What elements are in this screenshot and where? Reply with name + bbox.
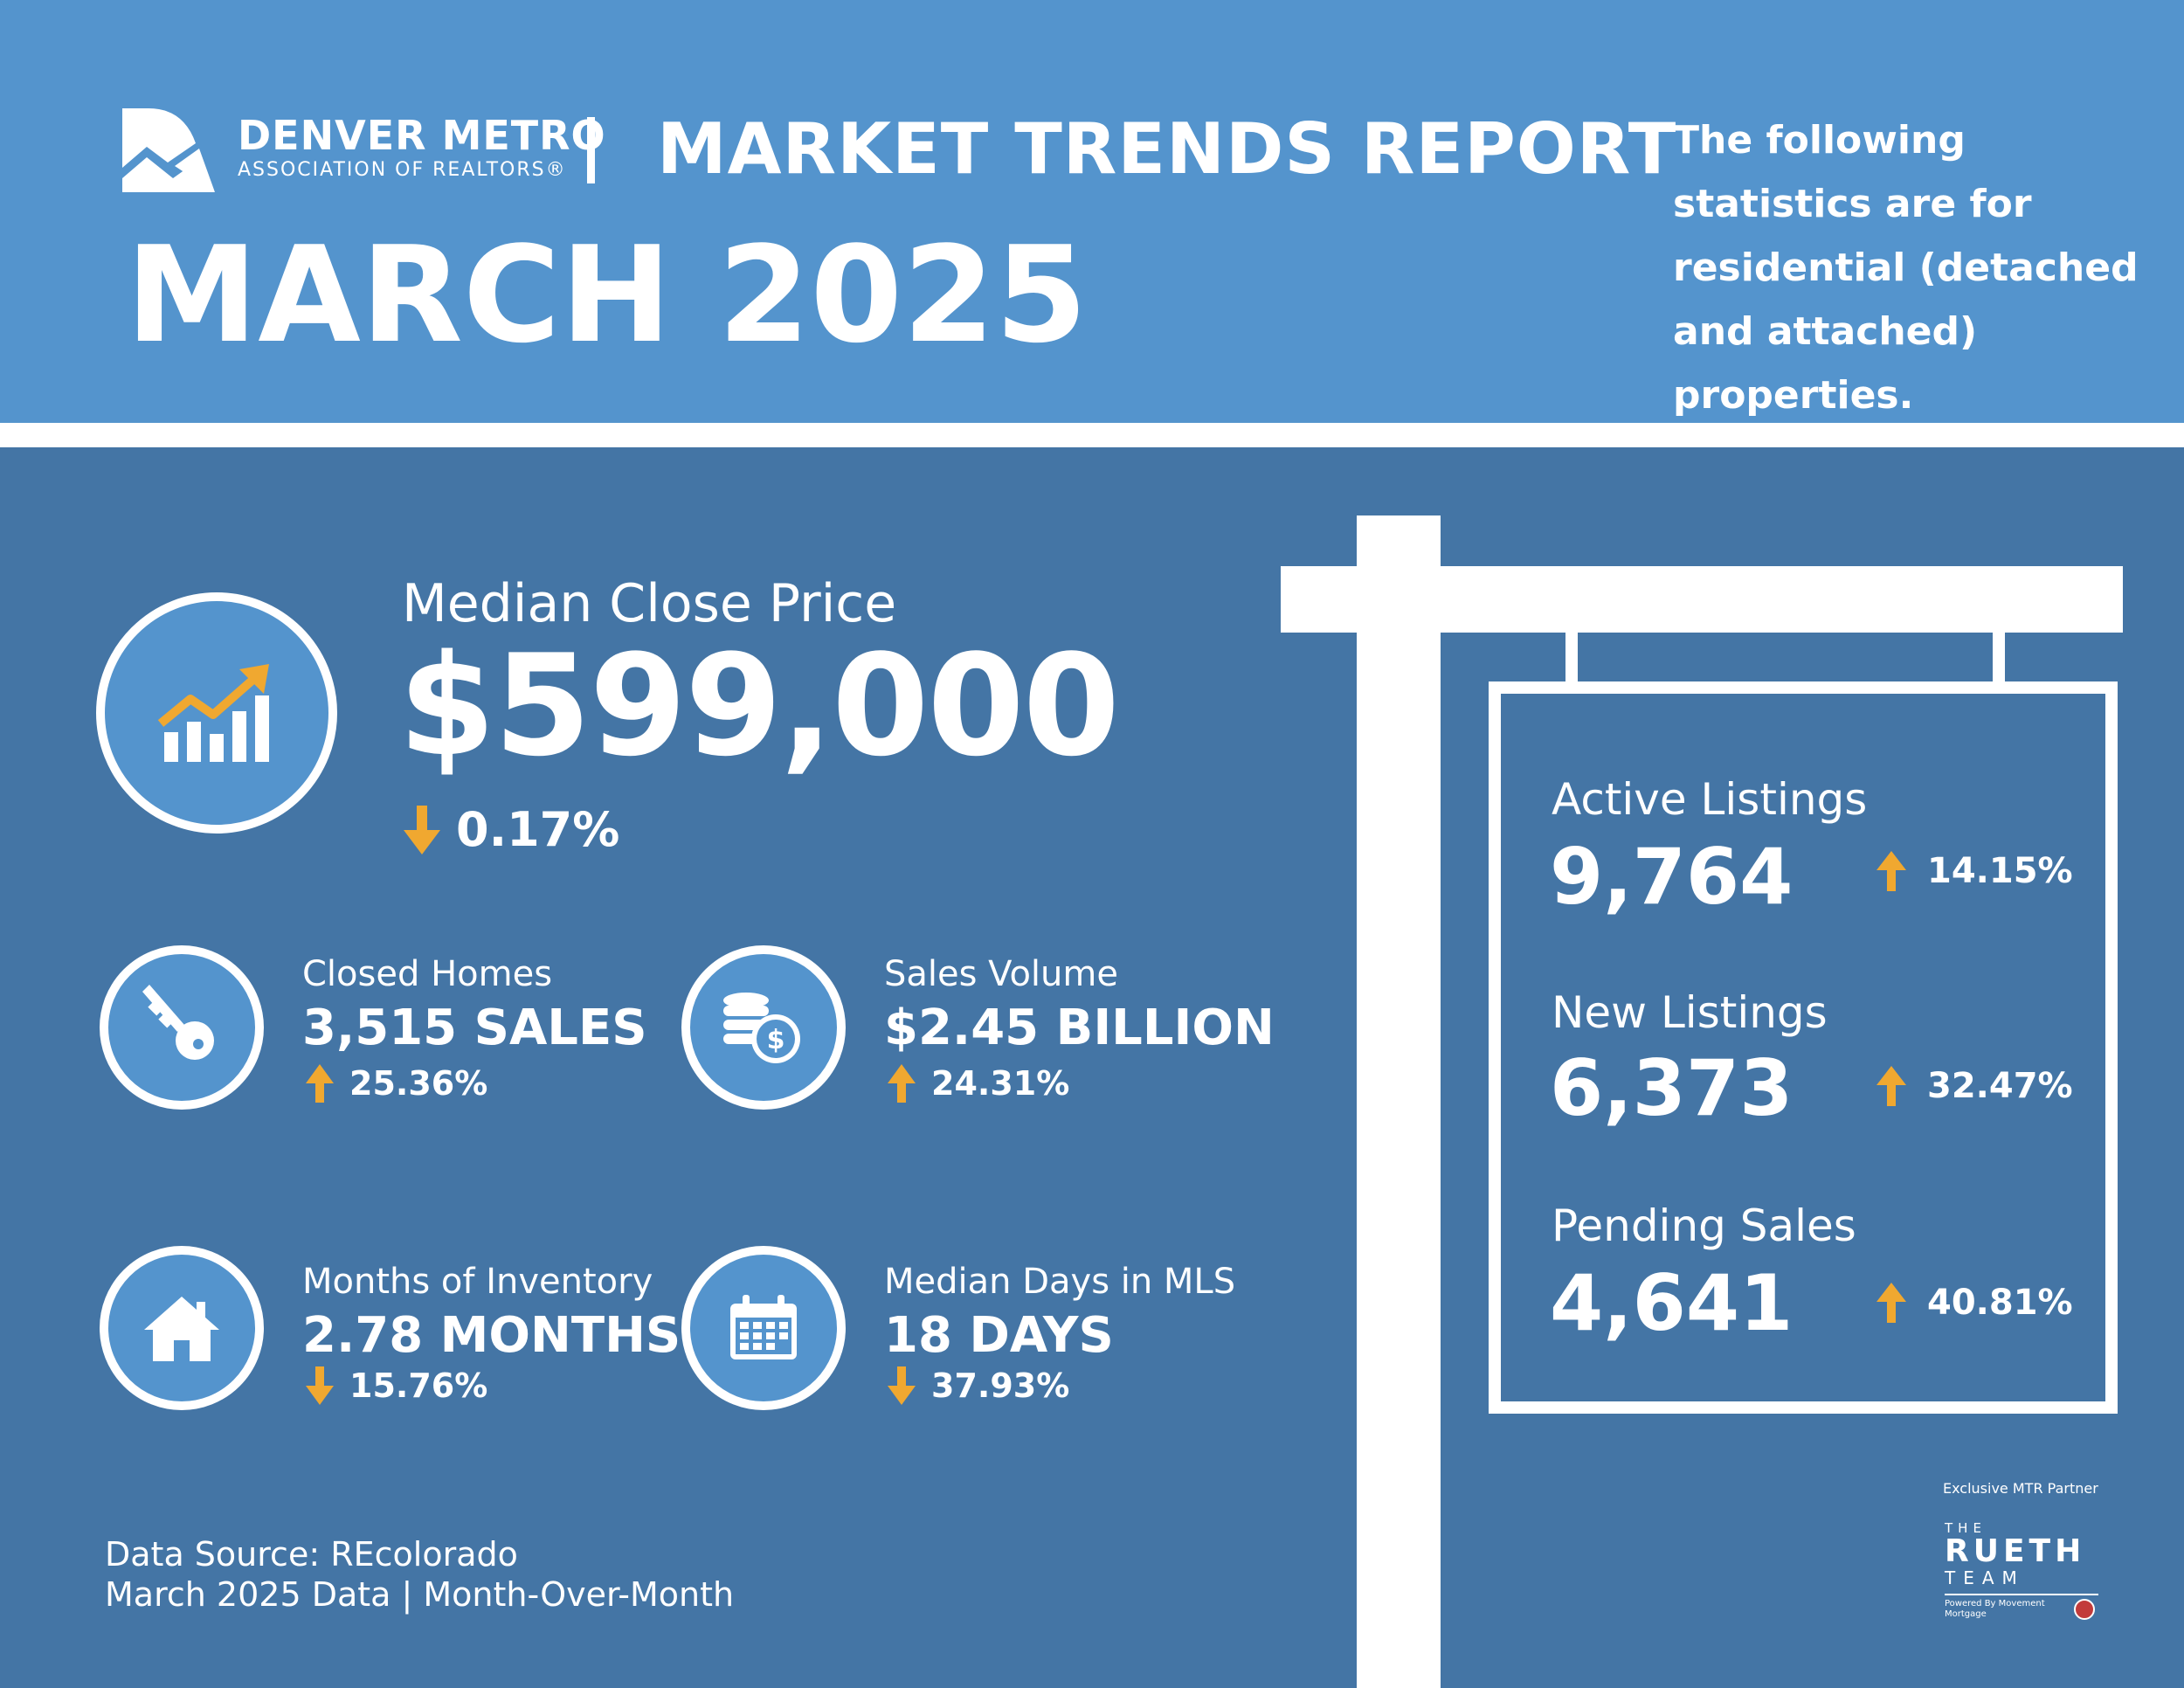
median-close-price-value: $599,000 bbox=[398, 624, 1120, 787]
header-divider bbox=[587, 117, 595, 183]
pending-sales-value: 4,641 bbox=[1550, 1258, 1794, 1348]
new-listings-change: 32.47% bbox=[1876, 1066, 2073, 1106]
calendar-icon bbox=[730, 1295, 797, 1359]
arrow-up-icon bbox=[888, 1064, 916, 1103]
arrow-down-icon bbox=[404, 805, 440, 854]
months-inventory-circle bbox=[100, 1246, 264, 1410]
header-note: The following statistics are for residen… bbox=[1673, 118, 2139, 418]
data-period-line: March 2025 Data | Month-Over-Month bbox=[105, 1575, 735, 1614]
closed-homes-value: 3,515 SALES bbox=[302, 1000, 647, 1056]
rueth-the: THE bbox=[1945, 1520, 1987, 1536]
closed-homes-change: 25.36% bbox=[306, 1064, 487, 1103]
movement-mortgage-icon bbox=[2074, 1599, 2095, 1620]
median-days-change: 37.93% bbox=[888, 1366, 1069, 1405]
arrow-up-icon bbox=[1876, 1283, 1906, 1323]
active-listings-change-value: 14.15% bbox=[1927, 851, 2073, 891]
sales-volume-change: 24.31% bbox=[888, 1064, 1069, 1103]
sign-hook-left bbox=[1565, 631, 1578, 688]
median-close-price-change-value: 0.17% bbox=[456, 802, 620, 857]
data-source: Data Source: REcolorado March 2025 Data … bbox=[105, 1534, 734, 1615]
active-listings-label: Active Listings bbox=[1552, 774, 1868, 825]
sales-volume-change-value: 24.31% bbox=[931, 1064, 1070, 1103]
arrow-up-icon bbox=[1876, 851, 1906, 891]
rueth-team: TEAM bbox=[1945, 1567, 2025, 1588]
report-title: MARKET TRENDS REPORT bbox=[657, 108, 1677, 190]
median-close-price-label: Median Close Price bbox=[402, 573, 897, 634]
data-source-line: Data Source: REcolorado bbox=[105, 1535, 518, 1574]
median-days-label: Median Days in MLS bbox=[884, 1262, 1236, 1302]
arrow-down-icon bbox=[306, 1366, 334, 1405]
sign-hook-right bbox=[1993, 631, 2005, 688]
rueth-name: RUETH bbox=[1945, 1533, 2086, 1569]
median-days-change-value: 37.93% bbox=[931, 1366, 1070, 1405]
closed-homes-label: Closed Homes bbox=[302, 954, 553, 994]
months-inventory-change-value: 15.76% bbox=[349, 1366, 488, 1405]
sales-volume-label: Sales Volume bbox=[884, 954, 1118, 994]
sign-board bbox=[1489, 681, 2118, 1414]
house-icon bbox=[144, 1297, 219, 1361]
coins-icon: $ bbox=[723, 993, 800, 1063]
closed-homes-circle bbox=[100, 945, 264, 1110]
months-inventory-change: 15.76% bbox=[306, 1366, 487, 1405]
sales-volume-circle: $ bbox=[681, 945, 846, 1110]
active-listings-value: 9,764 bbox=[1550, 832, 1794, 922]
rueth-powered: Powered By Movement Mortgage bbox=[1945, 1599, 2098, 1620]
sign-post bbox=[1357, 515, 1441, 1688]
arrow-up-icon bbox=[1876, 1066, 1906, 1106]
new-listings-value: 6,373 bbox=[1550, 1043, 1794, 1133]
svg-text:$: $ bbox=[767, 1025, 785, 1055]
active-listings-change: 14.15% bbox=[1876, 851, 2073, 891]
org-subtitle: ASSOCIATION OF REALTORS® bbox=[238, 159, 567, 181]
sales-volume-value: $2.45 BILLION bbox=[884, 1000, 1275, 1056]
rueth-powered-text: Powered By Movement Mortgage bbox=[1945, 1599, 2045, 1619]
month-title: MARCH 2025 bbox=[126, 218, 1088, 372]
closed-homes-change-value: 25.36% bbox=[349, 1064, 488, 1103]
partner-label: Exclusive MTR Partner bbox=[1943, 1480, 2098, 1497]
median-close-price-change: 0.17% bbox=[404, 802, 619, 857]
months-inventory-value: 2.78 MONTHS bbox=[302, 1307, 681, 1364]
pending-sales-change-value: 40.81% bbox=[1927, 1283, 2073, 1323]
median-days-value: 18 DAYS bbox=[884, 1307, 1114, 1364]
rueth-team-logo: THE RUETH TEAM Powered By Movement Mortg… bbox=[1945, 1520, 2098, 1620]
arrow-down-icon bbox=[888, 1366, 916, 1405]
median-days-circle bbox=[681, 1246, 846, 1410]
org-name: DENVER METRO bbox=[238, 112, 606, 159]
key-icon bbox=[142, 985, 214, 1060]
header-banner: DENVER METRO ASSOCIATION OF REALTORS® MA… bbox=[0, 0, 2184, 423]
rueth-divider bbox=[1945, 1594, 2098, 1595]
new-listings-label: New Listings bbox=[1552, 987, 1828, 1038]
sign-arm bbox=[1281, 566, 2123, 633]
new-listings-change-value: 32.47% bbox=[1927, 1066, 2073, 1106]
trend-chart-icon bbox=[157, 664, 269, 762]
pending-sales-change: 40.81% bbox=[1876, 1283, 2073, 1323]
arrow-up-icon bbox=[306, 1064, 334, 1103]
months-inventory-label: Months of Inventory bbox=[302, 1262, 653, 1302]
pending-sales-label: Pending Sales bbox=[1552, 1200, 1856, 1251]
dmar-logo-icon bbox=[122, 108, 215, 192]
chart-trend-circle bbox=[96, 592, 337, 834]
